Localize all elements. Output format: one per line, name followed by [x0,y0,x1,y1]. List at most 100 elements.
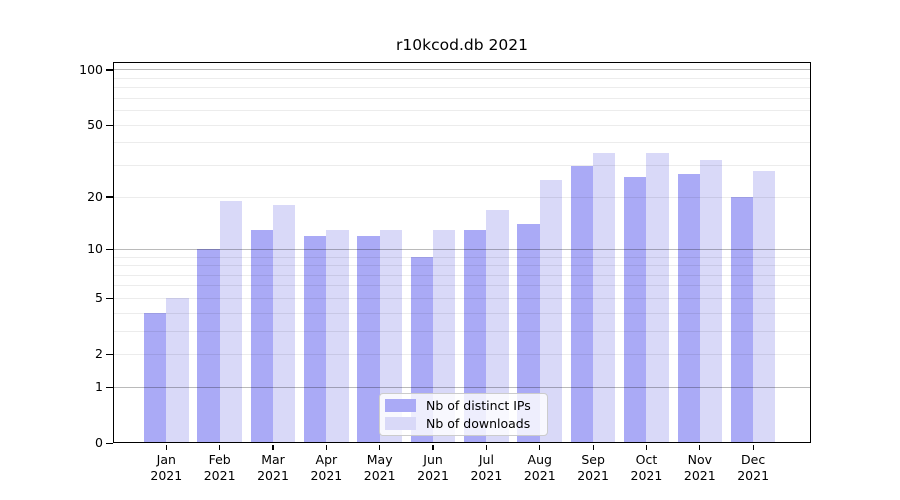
y-tick-label: 2 [95,346,103,362]
legend-swatch-downloads [385,417,416,431]
x-tick [752,444,754,450]
y-tick-label: 10 [87,241,103,257]
gridline-minor [113,124,811,126]
x-label-month: Jun [423,452,443,467]
x-label-year: 2021 [310,468,343,483]
x-tick-label-oct: Oct 2021 [619,452,673,484]
bar-downloads-apr [326,229,349,444]
legend-label-downloads: Nb of downloads [426,416,531,432]
x-label-year: 2021 [683,468,716,483]
gridline-minor [113,312,811,314]
y-tick [106,297,113,299]
bar-downloads-feb [219,200,242,444]
bar-downloads-nov [699,160,723,444]
x-tick [699,444,701,450]
y-tick [106,69,113,71]
gridline-minor [113,98,811,99]
bar-downloads-aug [539,179,563,444]
y-tick-label: 20 [87,189,103,205]
x-label-year: 2021 [470,468,503,483]
x-label-month: Jul [478,452,494,467]
bar-downloads-mar [273,205,296,444]
gridline-major [113,386,811,388]
bar-distinct-ips-jul [464,229,487,444]
bar-distinct-ips-oct [624,176,647,444]
x-label-year: 2021 [203,468,236,483]
x-label-month: Oct [635,452,658,467]
legend-row-downloads: Nb of downloads [385,416,547,432]
bar-distinct-ips-may [357,235,380,444]
gridline-minor [113,285,811,287]
x-tick-label-aug: Aug 2021 [513,452,567,484]
y-tick-label: 100 [79,61,103,77]
x-tick [325,444,327,450]
bar-downloads-jul [486,209,509,444]
x-tick [379,444,381,450]
gridline-minor [113,353,811,355]
bar-downloads-sep [593,153,616,444]
gridline-minor [113,196,811,198]
x-tick [165,444,167,450]
bar-distinct-ips-mar [250,229,273,444]
gridline-major [113,69,811,71]
x-tick [272,444,274,450]
bar-distinct-ips-feb [197,249,220,444]
x-label-month: Sep [581,452,605,467]
bar-downloads-may [379,229,402,444]
x-label-year: 2021 [363,468,396,483]
gridline-minor [113,265,811,267]
y-tick-label: 1 [95,379,103,395]
x-tick-label-jan: Jan 2021 [139,452,193,484]
x-label-month: Apr [315,452,338,467]
x-tick-label-nov: Nov 2021 [673,452,727,484]
legend: Nb of distinct IPs Nb of downloads [379,393,548,436]
x-tick-label-mar: Mar 2021 [246,452,300,484]
bar-distinct-ips-apr [304,235,327,444]
bar-distinct-ips-jan [144,313,167,444]
x-label-month: Mar [261,452,285,467]
x-tick-label-feb: Feb 2021 [193,452,247,484]
x-tick-label-jul: Jul 2021 [459,452,513,484]
x-tick [219,444,221,450]
x-label-month: Aug [527,452,552,467]
gridline-minor [113,256,811,258]
x-tick [592,444,594,450]
legend-label-distinct-ips: Nb of distinct IPs [426,397,531,413]
y-tick-label: 0 [95,435,103,451]
y-tick [106,386,113,388]
bar-distinct-ips-aug [517,224,540,444]
bar-downloads-jan [166,298,189,444]
y-tick [106,196,113,198]
x-tick-label-jun: Jun 2021 [406,452,460,484]
x-label-year: 2021 [737,468,770,483]
bar-downloads-oct [646,153,669,444]
x-tick-label-dec: Dec 2021 [726,452,780,484]
x-label-month: Feb [208,452,231,467]
gridline-minor [113,165,811,167]
x-tick [485,444,487,450]
bar-downloads-dec [753,170,776,444]
x-tick-label-apr: Apr 2021 [299,452,353,484]
gridline-minor [113,274,811,276]
x-label-month: Nov [687,452,712,467]
y-tick-label: 50 [87,117,103,133]
x-tick-label-may: May 2021 [353,452,407,484]
bar-distinct-ips-sep [570,165,594,444]
x-label-year: 2021 [150,468,183,483]
x-label-month: Jan [156,452,176,467]
gridline-minor [113,142,811,144]
gridline-minor [113,110,811,112]
y-tick [106,248,113,250]
x-label-year: 2021 [577,468,609,483]
y-tick [106,353,113,356]
x-label-month: Dec [741,452,766,467]
gridline-minor [113,87,811,89]
gridline-minor [113,330,811,332]
y-tick [106,124,113,126]
bar-downloads-jun [433,229,456,444]
x-label-year: 2021 [257,468,289,483]
legend-row-distinct-ips: Nb of distinct IPs [385,397,547,413]
x-tick [645,444,648,450]
gridline-minor [113,297,811,299]
